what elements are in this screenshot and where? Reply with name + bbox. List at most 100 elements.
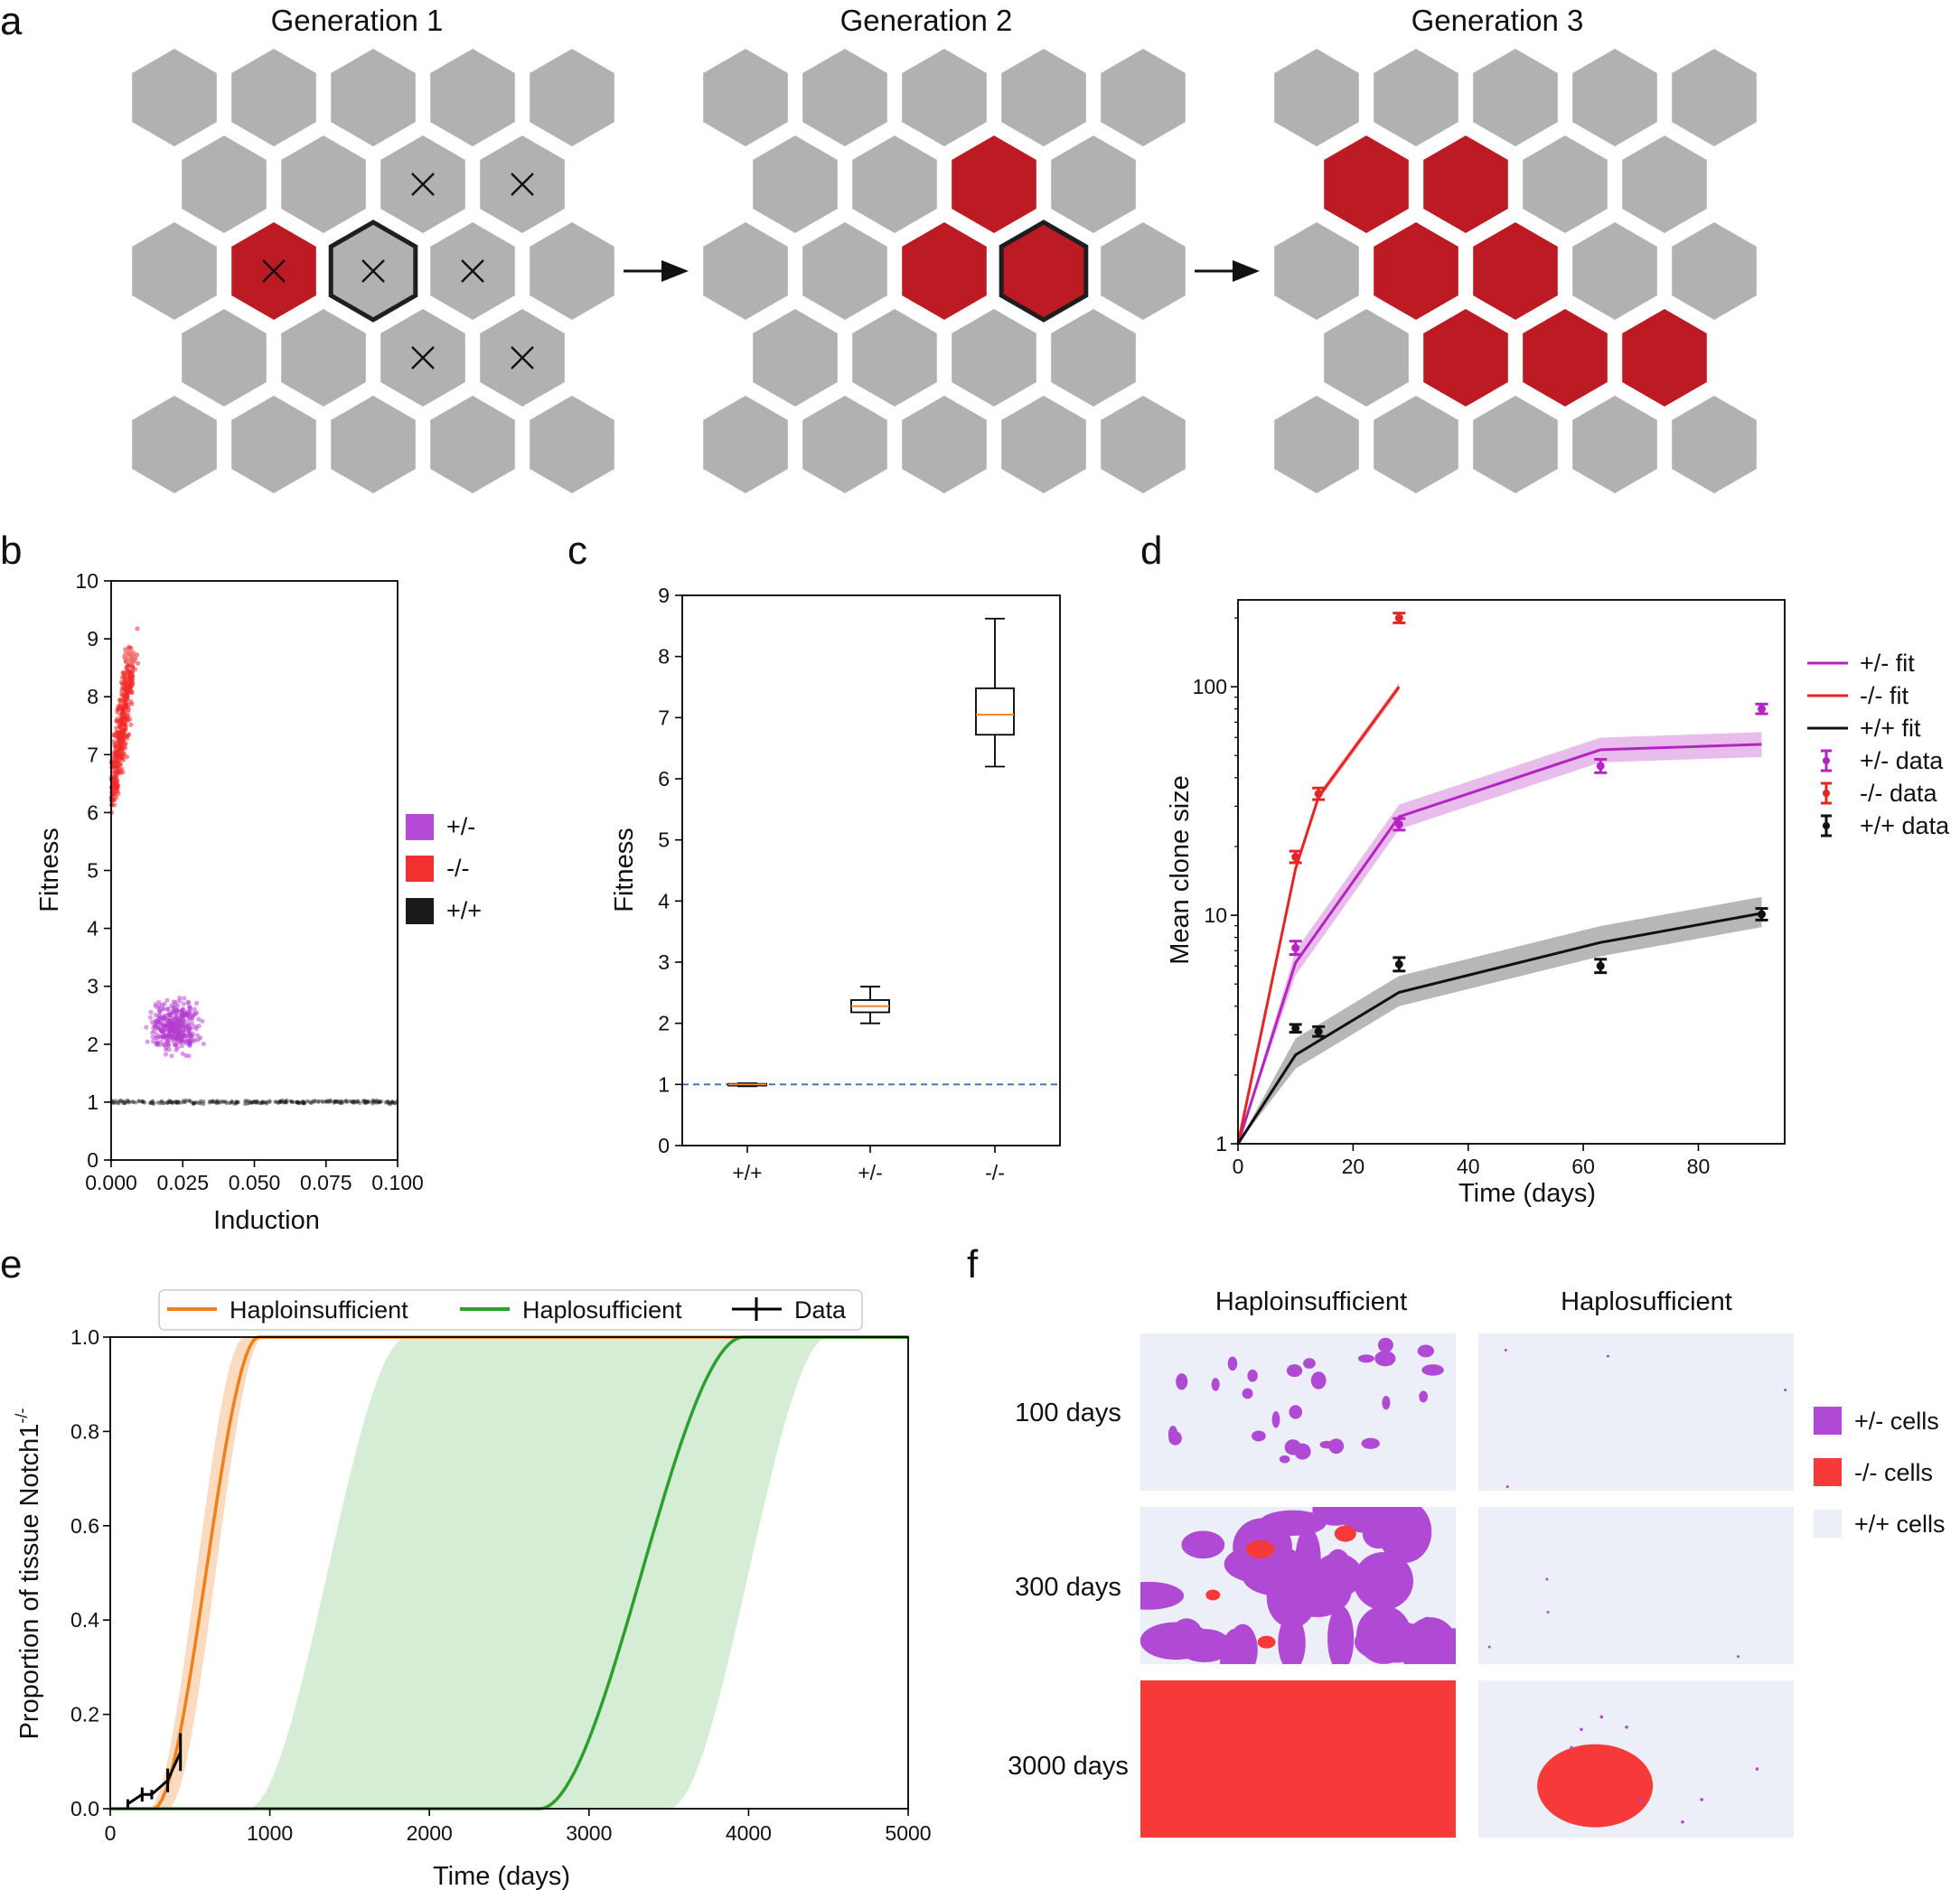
y-tick-label: 100 [1193, 675, 1227, 698]
hom-point [128, 722, 134, 727]
het-clone [1382, 1396, 1391, 1410]
het-point [163, 1021, 168, 1027]
het-speck [1784, 1388, 1787, 1391]
het-speck [1580, 1727, 1583, 1732]
wt-point [313, 1099, 318, 1103]
y-tick-label: 0.6 [70, 1514, 99, 1538]
wt-point [289, 1099, 295, 1104]
hom-point [119, 720, 125, 725]
cross-icon [411, 173, 435, 196]
wt-point [151, 1101, 156, 1107]
hom-point [115, 716, 120, 722]
hex-cell [1672, 49, 1757, 146]
panel-b-xlabel: Induction [213, 1206, 320, 1235]
het-clone [1181, 1530, 1225, 1559]
wt-point [311, 1099, 315, 1103]
data-point [1596, 762, 1605, 771]
hom-point [113, 772, 118, 777]
wt-point [191, 1101, 196, 1107]
wt-point [334, 1099, 340, 1104]
wt-point [321, 1099, 325, 1105]
wt-point [375, 1098, 380, 1103]
het-clone [1247, 1369, 1258, 1382]
wt-point [295, 1099, 301, 1105]
panel-e-ylabel: Proportion of tissue Notch1-/- [13, 1408, 44, 1740]
hom-point [111, 739, 117, 744]
x-tick-label: 60 [1571, 1155, 1595, 1178]
wt-point [259, 1099, 265, 1104]
hex-cell [281, 136, 366, 233]
het-speck [1487, 1645, 1491, 1649]
legend-point [1823, 822, 1830, 829]
het-point [173, 1011, 179, 1016]
het-point [156, 1042, 162, 1048]
het-point [186, 1053, 192, 1059]
legend-swatch-hom-cells [1814, 1458, 1842, 1486]
hom-point [114, 759, 119, 764]
wt-point [250, 1100, 255, 1105]
cross-stroke [361, 259, 385, 283]
hex-cell [331, 49, 416, 146]
hex-cell [1051, 309, 1136, 407]
het-point [177, 998, 183, 1004]
cross-icon [511, 346, 534, 370]
wt-point [332, 1100, 336, 1105]
tile-background [1478, 1333, 1794, 1491]
wt-point [191, 1100, 196, 1106]
wt-point [207, 1100, 211, 1105]
panel-d-axes-frame [1237, 599, 1786, 1145]
fit-line [1236, 743, 1762, 1145]
hom-point [129, 701, 135, 706]
wt-point [126, 1099, 130, 1104]
hom-point [114, 777, 119, 782]
x-tick-label: 5000 [885, 1821, 931, 1845]
x-tick-label: 0 [1233, 1155, 1244, 1178]
hom-point [124, 706, 129, 711]
legend-label-haploinsufficient: Haploinsufficient [230, 1296, 408, 1324]
het-clone [1227, 1623, 1258, 1664]
wt-point [192, 1100, 196, 1106]
wt-point [148, 1100, 153, 1106]
x-tick-label: 20 [1342, 1155, 1365, 1178]
het-clone [1419, 1390, 1429, 1403]
fit-line [1236, 686, 1401, 1145]
generation-2-title: Generation 2 [840, 4, 1013, 37]
het-point [168, 1025, 173, 1030]
het-speck [1700, 1798, 1704, 1801]
wt-point [197, 1100, 202, 1106]
wt-point [325, 1099, 330, 1103]
wt-point [301, 1100, 306, 1106]
panel-e-axes-frame [109, 1336, 909, 1810]
hom-point [121, 739, 127, 744]
hex-cell [1473, 49, 1558, 146]
het-clone [1284, 1439, 1301, 1455]
wt-point [338, 1100, 342, 1105]
wt-point [267, 1099, 272, 1105]
hom-point [125, 709, 130, 715]
hex-cell [1622, 309, 1707, 407]
wt-point [158, 1099, 164, 1104]
wt-point [329, 1099, 333, 1104]
wt-point [335, 1099, 340, 1105]
wt-point [362, 1100, 368, 1106]
wt-point [214, 1100, 219, 1105]
wt-point [357, 1100, 362, 1106]
hex-cell [1324, 309, 1409, 407]
wt-point [288, 1099, 293, 1104]
het-clone [1289, 1405, 1302, 1419]
panel-f-simulation-grid: Haploinsufficient Haplosufficient 100 da… [1008, 1287, 1946, 1838]
wt-point [355, 1099, 361, 1103]
wt-point [214, 1099, 219, 1104]
het-point [165, 1006, 171, 1012]
wt-point [244, 1099, 249, 1103]
wt-point [339, 1100, 344, 1106]
het-point [157, 1008, 163, 1014]
x-tick-label: 0.100 [371, 1171, 424, 1194]
wt-point [300, 1099, 305, 1104]
het-point [192, 1006, 197, 1012]
het-point [173, 999, 179, 1005]
wt-point [284, 1099, 288, 1104]
het-speck [1625, 1725, 1628, 1729]
wt-point [211, 1099, 215, 1103]
x-tick-label: 3000 [566, 1821, 612, 1845]
